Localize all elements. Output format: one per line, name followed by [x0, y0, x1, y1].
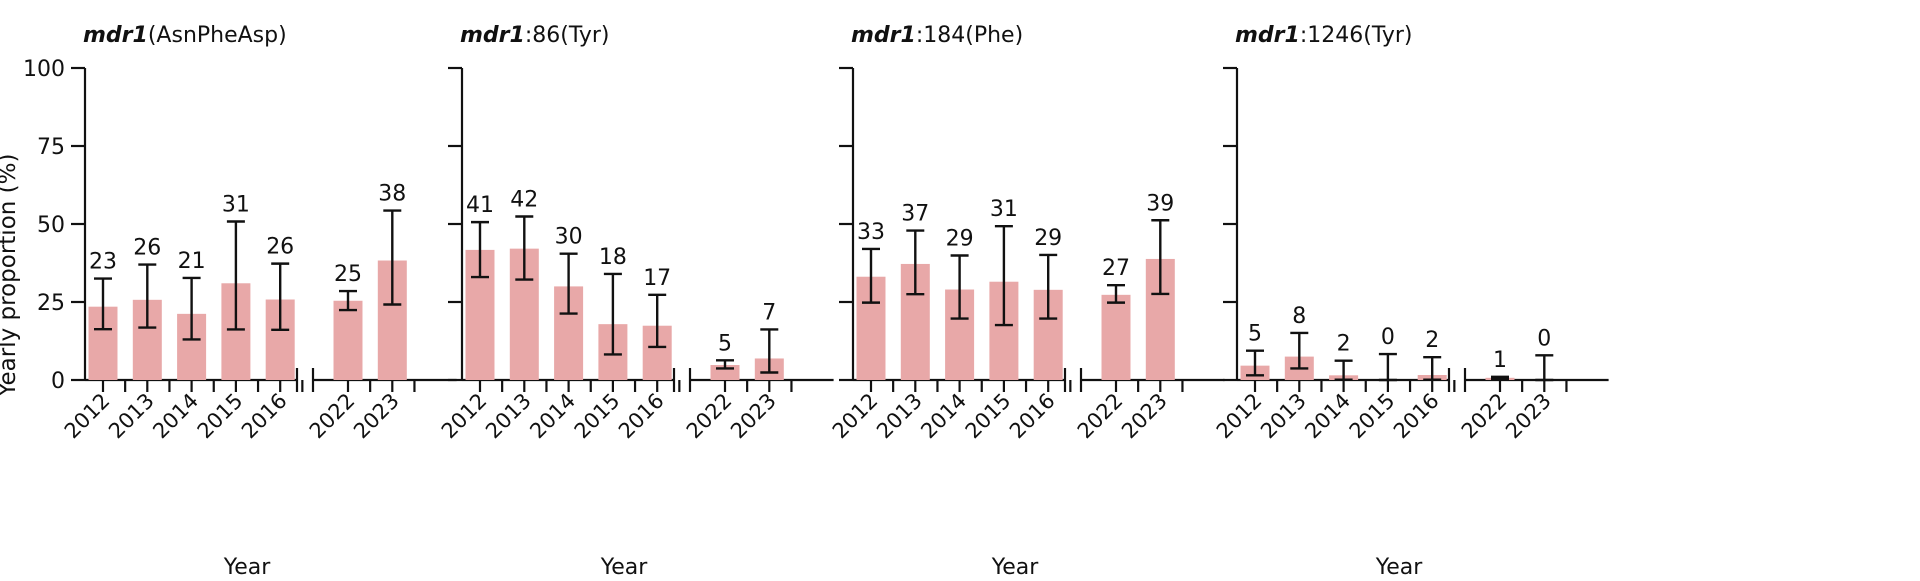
data-label: 31: [222, 193, 250, 218]
x-tick-label: 2016: [614, 389, 669, 444]
data-label: 1: [1493, 348, 1507, 373]
data-label: 42: [510, 188, 538, 213]
x-tick-label: 2012: [828, 389, 883, 444]
x-tick-label: 2016: [1389, 389, 1444, 444]
bar: [333, 300, 363, 380]
panel-title: mdr1(AsnPheAsp): [83, 23, 287, 48]
x-tick-label: 2016: [1005, 389, 1060, 444]
panel-title-rest: (AsnPheAsp): [148, 23, 287, 48]
data-label: 29: [946, 227, 974, 252]
x-tick-label: 2022: [1457, 389, 1512, 444]
data-label: 0: [1381, 325, 1395, 350]
bar: [1101, 294, 1131, 380]
data-label: 37: [901, 202, 929, 227]
x-axis-label: Year: [600, 555, 649, 580]
x-tick-label: 2015: [570, 389, 625, 444]
data-label: 29: [1034, 226, 1062, 251]
data-label: 8: [1292, 304, 1306, 329]
x-tick-label: 2012: [1212, 389, 1267, 444]
panel-title-gene: mdr1: [83, 23, 148, 48]
y-tick-label: 25: [37, 291, 65, 316]
chart-panel: mdr1:1246(Tyr) 5 2012 8 2013 2 2014 0 2015 2 2016 1…: [1212, 23, 1609, 580]
x-tick-label: 2014: [525, 389, 580, 444]
x-tick-label: 2014: [916, 389, 971, 444]
x-tick-label: 2023: [726, 389, 781, 444]
data-label: 31: [990, 197, 1018, 222]
data-label: 5: [718, 331, 732, 356]
x-tick-label: 2022: [305, 389, 360, 444]
data-label: 18: [599, 245, 627, 270]
y-axis-label: Yearly proportion (%): [0, 154, 21, 398]
data-label: 41: [466, 193, 494, 218]
y-tick-label: 50: [37, 213, 65, 238]
chart-panel: mdr1:184(Phe) 33 2012 37 2013 29 2014 31 2015 29 2…: [828, 23, 1225, 580]
panel-title: mdr1:1246(Tyr): [1235, 23, 1413, 48]
x-tick-label: 2016: [237, 389, 292, 444]
x-axis-label: Year: [1375, 555, 1424, 580]
data-label: 17: [643, 266, 671, 291]
x-tick-label: 2014: [1300, 389, 1355, 444]
x-tick-label: 2015: [961, 389, 1016, 444]
data-label: 33: [857, 220, 885, 245]
data-label: 26: [133, 236, 161, 261]
x-tick-label: 2013: [872, 389, 927, 444]
x-tick-label: 2012: [60, 389, 115, 444]
data-label: 27: [1102, 256, 1130, 281]
x-tick-label: 2013: [481, 389, 536, 444]
data-label: 30: [555, 225, 583, 250]
x-tick-label: 2023: [1117, 389, 1172, 444]
x-tick-label: 2022: [1073, 389, 1128, 444]
panel-title: mdr1:86(Tyr): [460, 23, 610, 48]
x-tick-label: 2023: [349, 389, 404, 444]
x-tick-label: 2013: [1256, 389, 1311, 444]
panel-title-rest: :1246(Tyr): [1300, 23, 1413, 48]
data-label: 0: [1537, 326, 1551, 351]
data-label: 39: [1146, 191, 1174, 216]
data-label: 38: [378, 182, 406, 207]
x-axis-label: Year: [223, 555, 272, 580]
x-tick-label: 2012: [437, 389, 492, 444]
y-tick-label: 0: [51, 369, 65, 394]
y-tick-label: 75: [37, 135, 65, 160]
panel-title-rest: :184(Phe): [916, 23, 1023, 48]
data-label: 5: [1248, 322, 1262, 347]
x-tick-label: 2022: [682, 389, 737, 444]
data-label: 25: [334, 262, 362, 287]
panel-title: mdr1:184(Phe): [851, 23, 1023, 48]
chart-panel: mdr1(AsnPheAsp) 0 25 50 75 100 23 2012 26 2013 21 2…: [23, 23, 457, 580]
chart-panel: mdr1:86(Tyr) 41 2012 42 2013 30 2014 18 2015 17 20…: [437, 23, 834, 580]
data-label: 7: [762, 300, 776, 325]
data-label: 26: [266, 235, 294, 260]
y-tick-label: 100: [23, 57, 65, 82]
x-tick-label: 2023: [1501, 389, 1556, 444]
data-label: 2: [1337, 332, 1351, 357]
x-tick-label: 2014: [148, 389, 203, 444]
data-label: 23: [89, 250, 117, 275]
data-label: 21: [178, 249, 206, 274]
panel-title-rest: :86(Tyr): [525, 23, 610, 48]
x-tick-label: 2013: [104, 389, 159, 444]
x-tick-label: 2015: [1345, 389, 1400, 444]
panel-title-gene: mdr1: [460, 23, 525, 48]
x-axis-label: Year: [991, 555, 1040, 580]
panel-title-gene: mdr1: [851, 23, 916, 48]
data-label: 2: [1425, 328, 1439, 353]
panel-title-gene: mdr1: [1235, 23, 1300, 48]
x-tick-label: 2015: [193, 389, 248, 444]
